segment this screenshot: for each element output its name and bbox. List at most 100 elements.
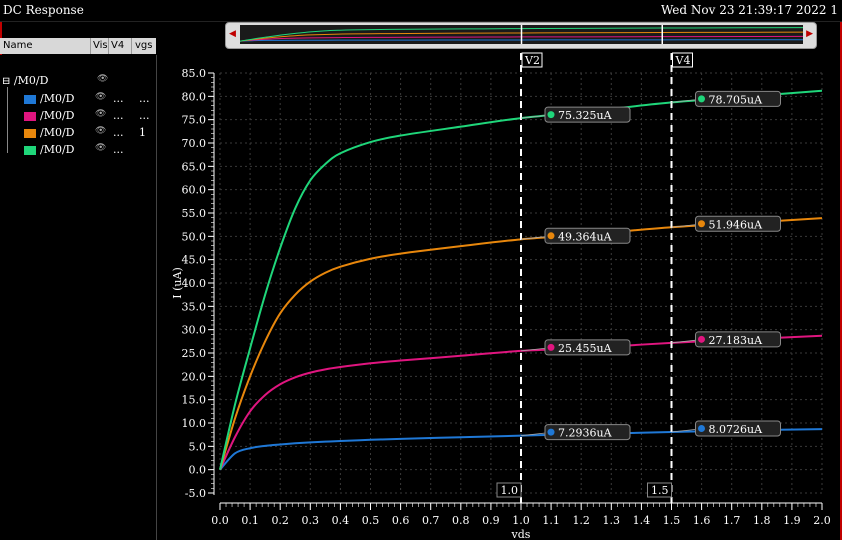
- x-tick-label: 1.1: [542, 514, 560, 527]
- tree-line: [7, 87, 8, 153]
- preview-line-2: [240, 31, 803, 42]
- x-tick-label: 1.8: [753, 514, 771, 527]
- marker-value-label: 51.946uA: [709, 218, 764, 231]
- marker-value-box: [695, 420, 781, 437]
- legend-panel: ⊟ /M0/D 👁 /M0/D 👁 ... ... /M0/D 👁 ... ..…: [0, 55, 157, 540]
- window-title: DC Response: [3, 3, 84, 17]
- y-tick-label: 65.0: [182, 160, 207, 173]
- legend-row-vgs: 1: [139, 126, 146, 139]
- marker-value-box: [544, 106, 631, 123]
- header-v4: V4: [111, 40, 125, 51]
- marker-x-label: 1.5: [651, 484, 669, 497]
- y-tick-label: 15.0: [182, 394, 207, 407]
- marker-dot: [547, 428, 555, 436]
- marker-value-label: 8.0726uA: [709, 423, 764, 436]
- legend-row-name: /M0/D: [40, 143, 75, 156]
- y-tick-label: 40.0: [182, 277, 207, 290]
- x-tick-label: 1.5: [663, 514, 681, 527]
- legend-row-v4: ...: [113, 92, 124, 105]
- marker-value-box: [544, 339, 631, 356]
- marker-leader: [520, 235, 550, 240]
- x-tick-label: 0.9: [482, 514, 500, 527]
- header-vgs: vgs: [135, 40, 153, 51]
- legend-row-name: /M0/D: [40, 126, 75, 139]
- marker-dot: [698, 424, 705, 432]
- eye-icon[interactable]: 👁: [95, 109, 107, 119]
- window-border-right: [840, 0, 842, 540]
- overview-scrollbar[interactable]: ◀ ▶: [225, 22, 817, 49]
- marker-dot: [698, 220, 705, 228]
- scroll-right-icon[interactable]: ▶: [806, 29, 813, 39]
- y-tick-label: 25.0: [182, 347, 207, 360]
- eye-icon[interactable]: 👁: [95, 92, 107, 102]
- series-line-0: [219, 428, 823, 471]
- marker-leader: [671, 428, 700, 433]
- legend-row-name: /M0/D: [40, 109, 75, 122]
- y-tick-label: 50.0: [182, 230, 207, 243]
- x-tick-label: 0.7: [422, 514, 440, 527]
- collapse-icon[interactable]: ⊟: [2, 76, 11, 87]
- marker-value-box: [695, 90, 781, 107]
- marker-value-box: [544, 227, 631, 244]
- x-tick-label: 1.4: [633, 514, 651, 527]
- x-tick-label: 0.5: [362, 514, 380, 527]
- markers-group[interactable]: V2 1.0 75.325uA 49.364uA 25.455uA 7.2936uA V4 1…: [496, 52, 781, 503]
- y-axis-title: I (uA): [171, 267, 184, 298]
- eye-icon[interactable]: 👁: [97, 74, 109, 84]
- x-axis-title: vds: [511, 528, 531, 540]
- x-tick-label: 0.4: [332, 514, 350, 527]
- eye-icon[interactable]: 👁: [95, 143, 107, 153]
- y-tick-label: 55.0: [182, 207, 207, 220]
- x-tick-label: 1.7: [723, 514, 741, 527]
- eye-icon[interactable]: 👁: [95, 126, 107, 136]
- legend-group[interactable]: ⊟ /M0/D 👁: [2, 74, 108, 87]
- title-bar: DC Response Wed Nov 23 21:39:17 2022 1: [0, 0, 842, 22]
- header-name: Name: [3, 40, 33, 51]
- marker-dot: [547, 111, 555, 119]
- marker-value-label: 75.325uA: [558, 109, 613, 122]
- legend-row-orange[interactable]: /M0/D 👁 ... 1: [0, 125, 156, 142]
- marker-value-box: [695, 331, 781, 348]
- overview-preview[interactable]: [240, 25, 803, 44]
- legend-row-green[interactable]: /M0/D 👁 ...: [0, 142, 156, 159]
- marker-dot: [698, 95, 705, 103]
- y-tick-label: 45.0: [182, 254, 207, 267]
- marker-dot: [698, 335, 705, 343]
- header-vis: Vis: [93, 40, 108, 51]
- x-tick-label: 1.0: [512, 514, 530, 527]
- marker-tag-box: [672, 52, 693, 68]
- y-tick-label: 35.0: [182, 300, 207, 313]
- marker-leader: [671, 339, 700, 344]
- legend-row-blue[interactable]: /M0/D 👁 ... ...: [0, 91, 156, 108]
- x-tick-label: 0.3: [302, 514, 320, 527]
- marker-leader: [671, 98, 700, 103]
- y-tick-label: 5.0: [189, 440, 207, 453]
- legend-group-label: /M0/D: [13, 74, 49, 87]
- marker-value-box: [544, 424, 631, 441]
- x-tick-label: 1.3: [603, 514, 621, 527]
- marker-value-label: 25.455uA: [558, 342, 613, 355]
- marker-value-label: 49.364uA: [558, 230, 613, 243]
- legend-row-v4: ...: [113, 143, 124, 156]
- marker-value-label: 27.183uA: [709, 334, 764, 347]
- marker-leader: [520, 347, 550, 352]
- timestamp: Wed Nov 23 21:39:17 2022 1: [660, 3, 838, 17]
- marker-tag-label: V2: [524, 54, 540, 67]
- x-tick-label: 0.8: [452, 514, 470, 527]
- legend-row-vgs: ...: [139, 92, 150, 105]
- marker-dot: [547, 232, 555, 240]
- marker-x-label: 1.0: [501, 484, 519, 497]
- marker-leader: [520, 432, 550, 437]
- y-tick-label: 20.0: [182, 370, 207, 383]
- marker-value-label: 7.2936uA: [558, 427, 613, 440]
- legend-row-v4: ...: [113, 109, 124, 122]
- marker-tag-box: [521, 52, 543, 68]
- y-tick-label: 60.0: [182, 184, 207, 197]
- series-group: [219, 89, 823, 471]
- scroll-left-icon[interactable]: ◀: [229, 29, 236, 39]
- marker-leader: [671, 223, 700, 228]
- legend-row-magenta[interactable]: /M0/D 👁 ... ...: [0, 108, 156, 125]
- y-tick-label: 70.0: [182, 137, 207, 150]
- marker-value-box: [695, 215, 781, 232]
